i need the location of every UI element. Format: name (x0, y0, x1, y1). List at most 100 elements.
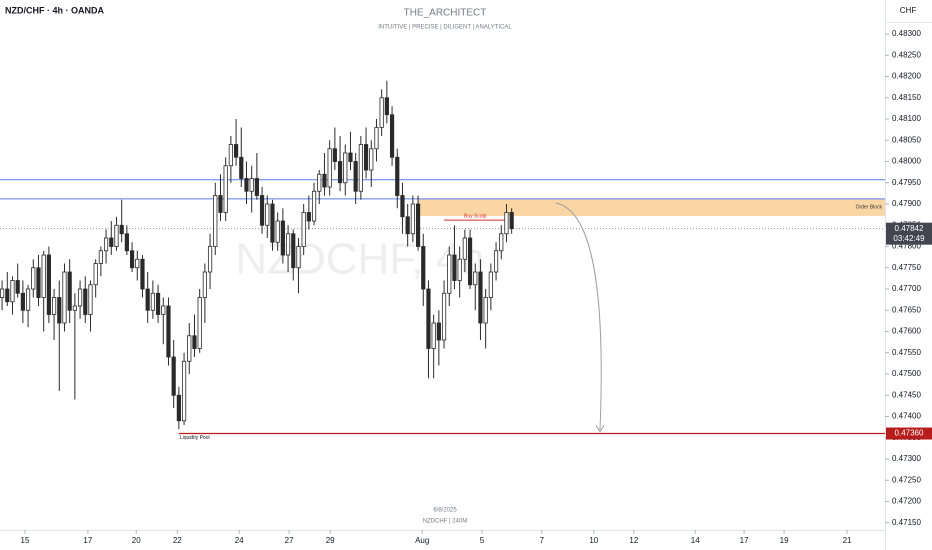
candle-body (358, 144, 363, 192)
x-tick-label: 29 (326, 536, 335, 545)
currency: CHF (900, 6, 917, 15)
candle-body (421, 246, 426, 290)
x-tick-label: 12 (629, 536, 638, 545)
plot: Order Block Buy Scalp Liquidity Pool (0, 80, 885, 441)
candle-body (374, 127, 379, 150)
chart-subtitle: INTUITIVE | PRECISE | DILIGENT | ANALYTI… (378, 25, 512, 31)
x-tick-label: 15 (21, 536, 30, 545)
footer-symbol: NZDCHF | 240M (423, 519, 468, 525)
candle-body (301, 212, 306, 247)
candle-body (410, 203, 415, 235)
candle-body (478, 271, 483, 324)
candle-body (353, 161, 358, 192)
candle-body (166, 305, 171, 358)
last-price-label: 0.47842 (895, 224, 924, 233)
y-tick-label: 0.48200 (892, 72, 921, 81)
candle-body (452, 254, 457, 281)
x-tick-label: 5 (480, 536, 485, 545)
candle-body (77, 288, 83, 307)
last-price-box (886, 222, 932, 245)
candle-body (467, 237, 473, 286)
candle-body (83, 288, 88, 315)
y-tick-label: 0.47550 (892, 348, 921, 357)
candle-body (457, 258, 462, 281)
candle-body (441, 292, 447, 341)
candle-body (311, 190, 317, 222)
candle-body (218, 195, 223, 213)
candle-body (343, 152, 348, 184)
symbol-label: NZD/CHF · 4h · OANDA (5, 5, 104, 15)
candle-body (275, 220, 280, 243)
x-tick-label: 17 (740, 536, 749, 545)
candle-body (103, 237, 109, 252)
buy-scalp-label: Buy Scalp (464, 213, 487, 219)
candle-body (322, 173, 327, 188)
y-tick-label: 0.47900 (892, 199, 921, 208)
order-block-label: Order Block (856, 205, 883, 211)
x-tick-label: Aug (415, 536, 429, 545)
candle-body (462, 237, 467, 260)
candle-body (36, 267, 41, 298)
candle-body (436, 322, 441, 341)
x-tick-label: 24 (235, 536, 244, 545)
y-tick-label: 0.47800 (892, 242, 921, 251)
candle-body (5, 288, 10, 303)
candle-body (270, 203, 275, 243)
candle-body (129, 250, 135, 269)
candle-body (233, 144, 239, 158)
y-tick-label: 0.48050 (892, 135, 921, 144)
y-tick-label: 0.47950 (892, 178, 921, 187)
candle-body (192, 335, 197, 349)
candle-body (400, 195, 405, 218)
y-tick-label: 0.47200 (892, 497, 921, 506)
x-tick-label: 7 (540, 536, 545, 545)
x-tick-label: 21 (843, 536, 852, 545)
candle-body (124, 233, 129, 252)
candle-body (405, 216, 410, 235)
candle-body (10, 280, 15, 303)
candle-body (119, 224, 124, 235)
candle-body (426, 288, 431, 349)
candle-body (244, 178, 249, 192)
candle-body (280, 220, 285, 256)
candle-body (114, 224, 119, 247)
candle-body (291, 233, 296, 269)
candle-body (296, 246, 301, 269)
candle-body (140, 258, 145, 290)
candle-body (0, 288, 5, 298)
candle-body (51, 297, 57, 315)
candle-body (25, 288, 31, 311)
candle-body (72, 305, 77, 311)
candle-body (207, 246, 213, 273)
y-tick-label: 0.47400 (892, 412, 921, 421)
candle-body (447, 254, 452, 294)
candle-body (265, 203, 270, 226)
x-tick-label: 14 (691, 536, 700, 545)
candle-body (41, 254, 46, 298)
candle-body (109, 237, 114, 247)
projection-arrow (555, 202, 602, 431)
x-tick-label: 20 (132, 536, 141, 545)
y-tick-label: 0.47700 (892, 284, 921, 293)
candle-body (15, 280, 20, 294)
liquidity-price-box (886, 427, 932, 440)
arrow-head (595, 424, 605, 434)
y-tick-label: 0.47650 (892, 305, 921, 314)
candle-body (228, 144, 233, 167)
candle-body (488, 271, 493, 298)
candle-body (384, 97, 389, 116)
y-tick-label: 0.47300 (892, 454, 921, 463)
y-tick-label: 0.47600 (892, 327, 921, 336)
candle-body (395, 156, 400, 196)
y-tick-label: 0.47750 (892, 263, 921, 272)
y-tick-label: 0.48150 (892, 93, 921, 102)
candle-body (46, 254, 51, 315)
candle-body (223, 165, 228, 213)
candle-body (379, 97, 384, 128)
x-tick-label: 10 (589, 536, 598, 545)
candle-body (62, 271, 67, 324)
liquidity-price-label: 0.47360 (895, 429, 924, 438)
candle-body (187, 335, 192, 362)
candle-body (337, 161, 343, 184)
